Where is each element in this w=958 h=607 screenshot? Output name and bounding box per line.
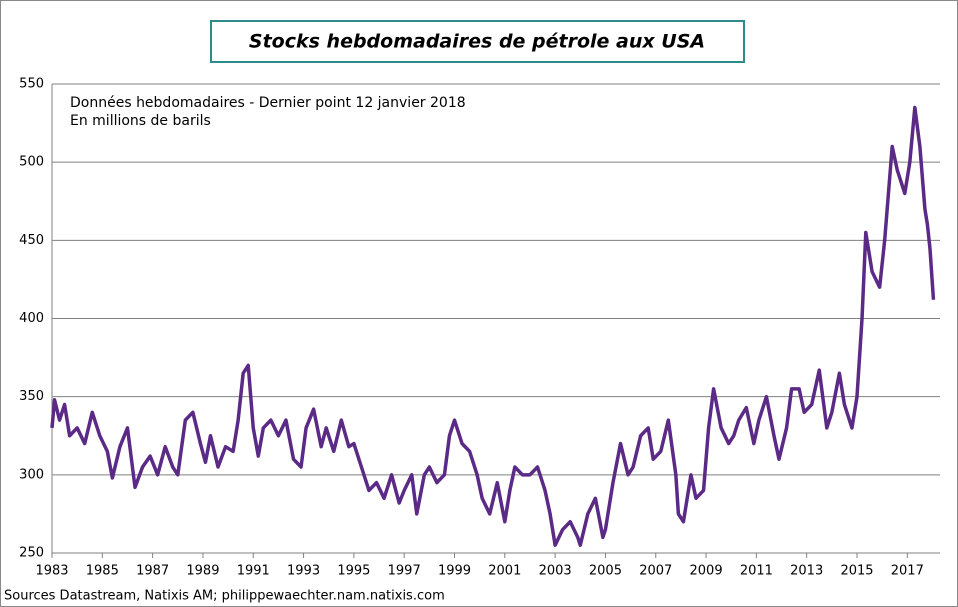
x-tick-label: 2017 [891,564,924,579]
y-tick-label: 300 [19,467,44,482]
x-tick-label: 2015 [840,564,873,579]
x-tick-label: 2007 [639,564,672,579]
x-tick-label: 1993 [287,564,320,579]
y-tick-label: 400 [19,311,44,326]
x-tick-label: 1987 [136,564,169,579]
y-tick-label: 450 [19,233,44,248]
x-tick-label: 1991 [237,564,270,579]
y-tick-label: 250 [19,546,44,561]
y-tick-label: 500 [19,155,44,170]
x-tick-label: 2011 [740,564,773,579]
x-tick-label: 2005 [589,564,622,579]
x-tick-label: 2009 [690,564,723,579]
y-tick-label: 350 [19,389,44,404]
title-box [210,20,745,63]
x-tick-label: 1989 [186,564,219,579]
chart-title: Stocks hebdomadaires de pétrole aux USA [249,31,705,53]
x-tick-label: 1999 [438,564,471,579]
source-note: Sources Datastream, Natixis AM; philippe… [4,589,445,604]
x-tick-label: 2003 [539,564,572,579]
x-tick-label: 1995 [337,564,370,579]
annotation: En millions de barils [70,113,211,129]
x-tick-label: 1983 [35,564,68,579]
data-line [50,105,936,547]
x-tick-label: 2001 [488,564,521,579]
annotation: Données hebdomadaires - Dernier point 12… [70,95,466,111]
x-tick-label: 1985 [86,564,119,579]
y-tick-label: 550 [19,77,44,92]
x-tick-label: 1997 [388,564,421,579]
x-tick-label: 2013 [790,564,823,579]
